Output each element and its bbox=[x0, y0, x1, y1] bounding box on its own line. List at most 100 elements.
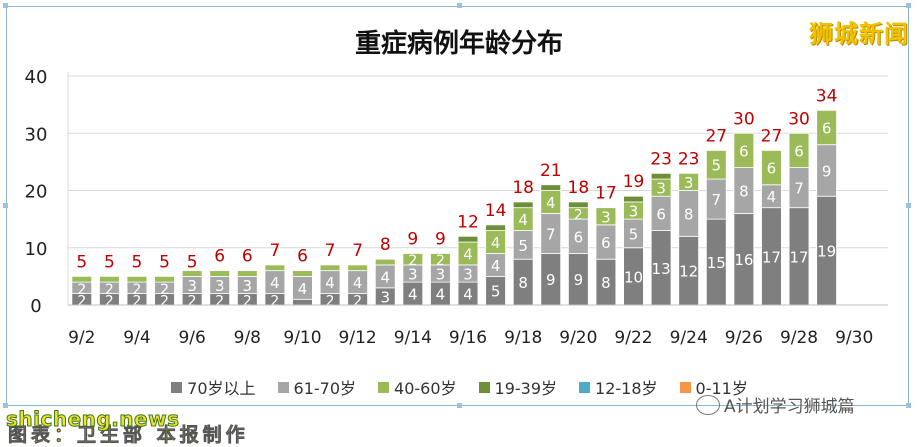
bar-total-label: 5 bbox=[187, 252, 198, 272]
bar-total-label: 5 bbox=[132, 252, 143, 272]
bar-segment-label: 6 bbox=[739, 142, 749, 160]
bar-segment-label: 2 bbox=[574, 207, 583, 223]
bar-segment-label: 4 bbox=[491, 234, 501, 252]
y-tick-label: 40 bbox=[25, 67, 48, 88]
bar-segment-label: 4 bbox=[380, 268, 390, 286]
bar-segment-label: 6 bbox=[767, 160, 777, 178]
bar-segment-label: 2 bbox=[133, 282, 142, 298]
bar-total-label: 17 bbox=[595, 184, 617, 204]
x-tick-label: 9/14 bbox=[394, 328, 432, 348]
bar-segment-label: 13 bbox=[652, 260, 671, 278]
bar-segment-label: 9 bbox=[546, 271, 556, 289]
bar-segment-label: 2 bbox=[160, 293, 169, 309]
bar-segment bbox=[705, 150, 727, 180]
bar-total-label: 30 bbox=[788, 109, 810, 129]
x-tick-label: 9/30 bbox=[835, 328, 873, 348]
bar-total-label: 7 bbox=[352, 241, 363, 261]
bar-segment-label: 5 bbox=[518, 237, 528, 255]
bar-segment bbox=[457, 235, 479, 243]
bar-segment-label: 2 bbox=[326, 293, 335, 309]
legend-item: 70岁以上 bbox=[171, 375, 256, 399]
legend-swatch bbox=[378, 381, 390, 393]
bar-segment-label: 3 bbox=[684, 174, 694, 192]
x-tick-label: 9/22 bbox=[614, 328, 652, 348]
resize-handle-bottom-left[interactable] bbox=[3, 403, 8, 408]
x-tick-label: 9/28 bbox=[780, 328, 818, 348]
bar-segment bbox=[154, 275, 175, 283]
x-tick-label: 9/10 bbox=[283, 328, 321, 348]
bar-segment-label: 7 bbox=[794, 180, 804, 198]
bar-segment bbox=[678, 172, 700, 191]
bar-segment-label: 3 bbox=[215, 277, 225, 295]
bar-total-label: 8 bbox=[380, 235, 391, 255]
bar-segment bbox=[595, 207, 617, 226]
bar-segment-label: 3 bbox=[463, 266, 473, 284]
legend-label: 0-11岁 bbox=[695, 379, 748, 398]
resize-handle-top-left[interactable] bbox=[3, 3, 8, 8]
resize-handle-right[interactable] bbox=[906, 203, 911, 208]
bar-segment-label: 3 bbox=[629, 203, 639, 221]
bar-segment bbox=[264, 264, 286, 272]
resize-handle-top-right[interactable] bbox=[906, 3, 911, 8]
legend-swatch bbox=[579, 381, 591, 393]
bar-segment-label: 2 bbox=[160, 282, 169, 298]
bar-total-label: 6 bbox=[297, 247, 308, 267]
bar-segment bbox=[319, 264, 341, 272]
bar-segment bbox=[374, 258, 396, 266]
chart-legend: 70岁以上 61-70岁 40-60岁 19-39岁 12-18岁 0-11岁 bbox=[0, 375, 919, 399]
bar-segment bbox=[816, 109, 837, 146]
bar-segment-label: 7 bbox=[712, 191, 722, 209]
bar-segment-label: 7 bbox=[546, 225, 556, 243]
bar-segment-label: 4 bbox=[767, 188, 777, 206]
bar-segment bbox=[292, 270, 313, 277]
y-tick-label: 0 bbox=[30, 296, 41, 317]
legend-label: 19-39岁 bbox=[494, 379, 558, 398]
bar-segment bbox=[788, 132, 810, 168]
bar-total-label: 6 bbox=[214, 247, 225, 267]
bar-segment-label: 2 bbox=[436, 253, 445, 269]
wechat-account-label: A计划学习狮城篇 bbox=[724, 397, 855, 417]
legend-label: 12-18岁 bbox=[595, 379, 658, 398]
bar-total-label: 9 bbox=[435, 229, 446, 249]
bar-segment-label: 4 bbox=[463, 245, 473, 263]
bar-segment-label: 16 bbox=[734, 251, 753, 269]
bar-segment bbox=[623, 195, 644, 203]
bar-segment-label: 2 bbox=[215, 293, 224, 309]
bar-segment-label: 5 bbox=[491, 283, 501, 301]
bar-segment-label: 5 bbox=[629, 225, 639, 243]
y-tick-label: 30 bbox=[25, 124, 48, 145]
bar-segment bbox=[126, 275, 148, 283]
bar-segment-label: 19 bbox=[817, 243, 836, 261]
bar-segment-label: 2 bbox=[77, 293, 86, 309]
x-tick-label: 9/12 bbox=[339, 328, 377, 348]
bar-segment-label: 6 bbox=[601, 234, 611, 252]
bar-segment-label: 5 bbox=[712, 157, 722, 175]
bar-segment-label: 2 bbox=[243, 293, 252, 309]
x-tick-label: 9/20 bbox=[559, 328, 597, 348]
bar-segment-label: 10 bbox=[624, 268, 643, 286]
bar-total-label: 34 bbox=[816, 86, 838, 106]
bar-segment-label: 4 bbox=[546, 194, 556, 212]
bar-segment-label: 3 bbox=[243, 277, 253, 295]
bar-segment-label: 3 bbox=[408, 266, 418, 284]
bar-segment bbox=[71, 275, 93, 283]
x-tick-label: 9/16 bbox=[449, 328, 487, 348]
resize-handle-bottom-right[interactable] bbox=[906, 403, 911, 408]
legend-label: 61-70岁 bbox=[293, 379, 357, 398]
bar-segment-label: 2 bbox=[408, 253, 417, 269]
bar-segment-label: 3 bbox=[187, 277, 197, 295]
legend-swatch bbox=[478, 381, 490, 393]
legend-label: 70岁以上 bbox=[187, 379, 256, 398]
resize-handle-bottom[interactable] bbox=[457, 403, 462, 408]
resize-handle-left[interactable] bbox=[3, 203, 8, 208]
bar-total-label: 6 bbox=[242, 247, 253, 267]
bar-segment-label: 4 bbox=[270, 274, 280, 292]
resize-handle-top[interactable] bbox=[457, 3, 462, 8]
bar-total-label: 7 bbox=[269, 241, 280, 261]
bar-segment-label: 8 bbox=[601, 274, 611, 292]
bar-segment-label: 2 bbox=[133, 293, 142, 309]
legend-swatch bbox=[679, 381, 691, 393]
x-tick-label: 9/6 bbox=[178, 328, 205, 348]
bar-segment-label: 2 bbox=[77, 282, 86, 298]
